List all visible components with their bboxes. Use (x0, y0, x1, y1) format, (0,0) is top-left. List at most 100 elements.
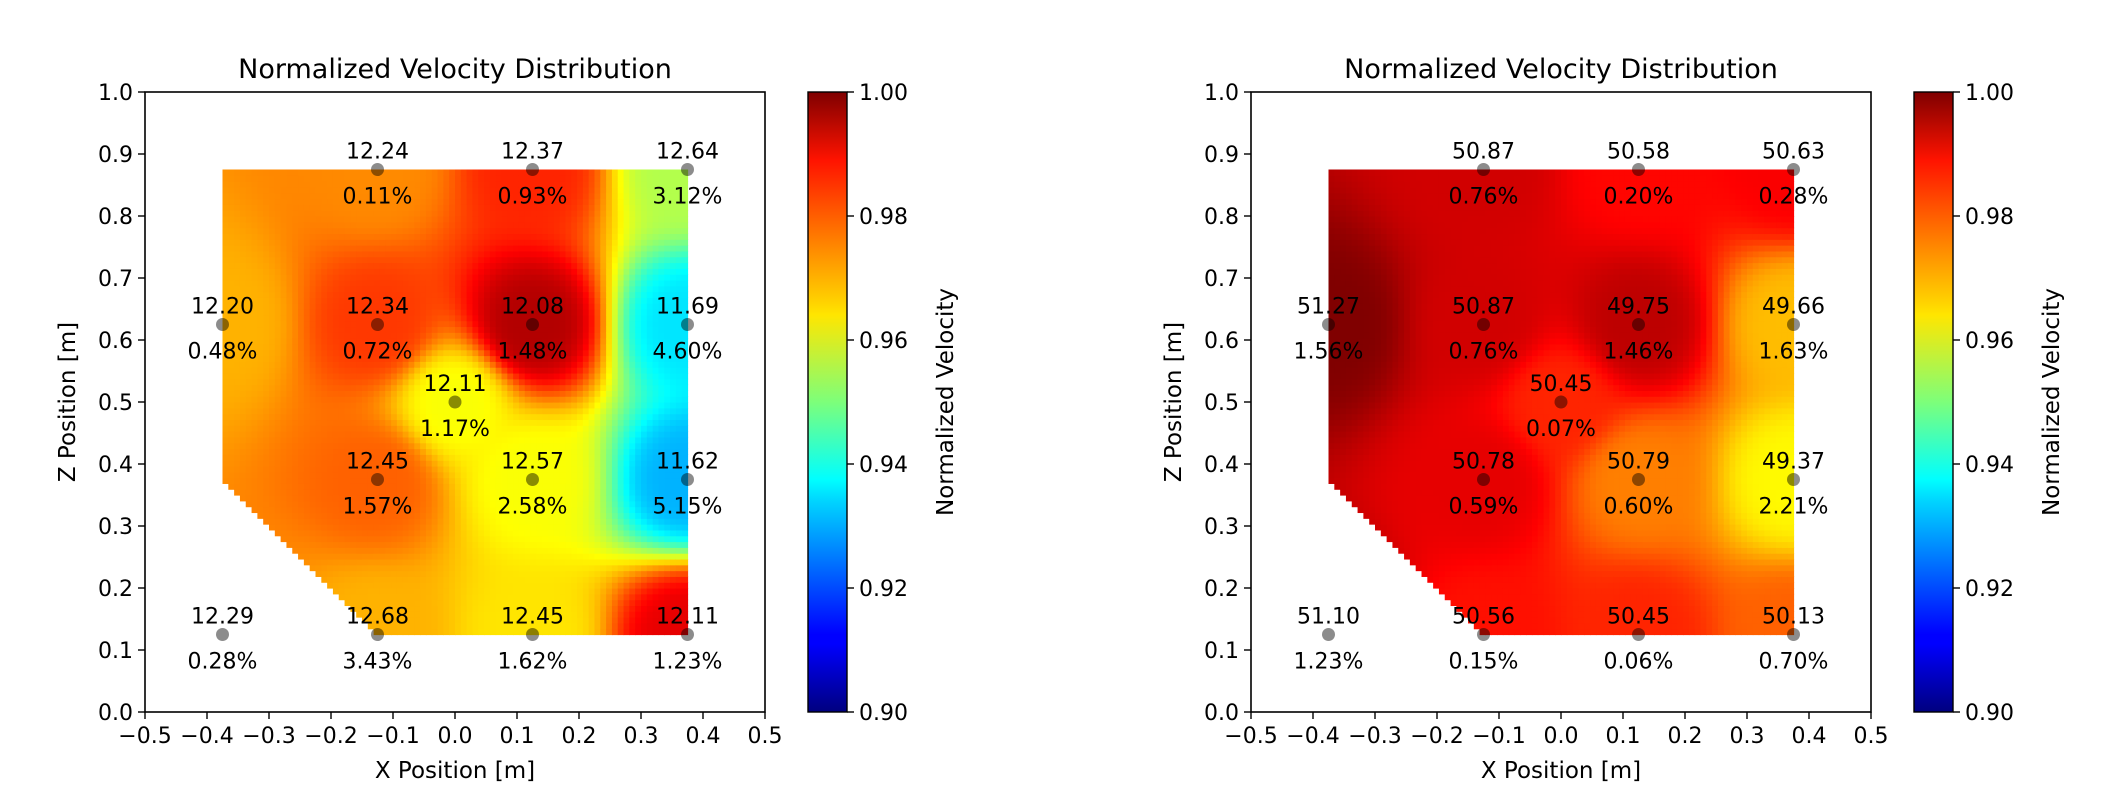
heatmap-cell (501, 570, 508, 577)
heatmap-cell (455, 471, 462, 479)
heatmap-cell (356, 564, 363, 572)
heatmap-cell (513, 384, 520, 391)
heatmap-cell (385, 582, 392, 589)
heatmap-cell (414, 262, 421, 269)
heatmap-cell (309, 239, 317, 246)
heatmap-cell (373, 512, 381, 519)
heatmap-cell (274, 471, 282, 479)
heatmap-cell (391, 181, 398, 188)
heatmap-cell (600, 628, 607, 636)
heatmap-cell (239, 338, 247, 345)
heatmap-cell (239, 239, 247, 246)
heatmap-cell (472, 518, 479, 525)
heatmap-cell (362, 256, 369, 264)
heatmap-cell (466, 396, 474, 403)
heatmap-cell (396, 477, 404, 484)
heatmap-cell (559, 529, 567, 537)
heatmap-cell (507, 396, 514, 403)
heatmap-cell (298, 384, 305, 391)
heatmap-cell (443, 558, 450, 566)
heatmap-cell (577, 628, 584, 636)
heatmap-cell (513, 576, 520, 583)
heatmap-cell (367, 553, 375, 560)
heatmap-cell (495, 524, 503, 531)
heatmap-cell (228, 413, 235, 421)
heatmap-cell (443, 442, 450, 450)
heatmap-cell (594, 605, 601, 612)
heatmap-cell (420, 192, 427, 200)
heatmap-cell (222, 274, 229, 281)
heatmap-cell (577, 576, 584, 583)
heatmap-cell (274, 489, 282, 496)
heatmap-cell (495, 558, 503, 566)
heatmap-cell (362, 198, 369, 205)
heatmap-cell (489, 576, 497, 583)
heatmap-cell (449, 221, 456, 229)
heatmap-cell (385, 198, 392, 205)
heatmap-cell (385, 448, 392, 455)
heatmap-cell (559, 227, 567, 235)
heatmap-cell (553, 326, 561, 333)
heatmap-cell (472, 256, 479, 264)
heatmap-cell (606, 547, 613, 554)
heatmap-cell (495, 588, 503, 595)
heatmap-cell (245, 314, 253, 322)
heatmap-cell (309, 175, 317, 182)
heatmap-cell (402, 500, 410, 508)
heatmap-cell (484, 186, 491, 194)
heatmap-cell (362, 279, 369, 287)
heatmap-cell (524, 227, 532, 235)
heatmap-cell (245, 320, 253, 328)
heatmap-cell (280, 291, 288, 298)
heatmap-cell (600, 239, 607, 246)
heatmap-cell (228, 210, 235, 217)
heatmap-cell (582, 460, 590, 467)
heatmap-cell (484, 593, 491, 601)
heatmap-cell (455, 169, 462, 176)
heatmap-cell (524, 378, 532, 386)
heatmap-cell (379, 210, 386, 217)
heatmap-cell (228, 303, 235, 310)
heatmap-cell (367, 268, 375, 275)
heatmap-cell (565, 454, 572, 461)
heatmap-cell (472, 297, 479, 304)
heatmap-cell (536, 419, 543, 426)
heatmap-cell (565, 390, 572, 397)
heatmap-cell (548, 535, 555, 543)
heatmap-cell (600, 314, 607, 322)
heatmap-cell (466, 268, 474, 275)
heatmap-cell (396, 576, 404, 583)
heatmap-cell (414, 512, 421, 519)
heatmap-cell (379, 407, 386, 415)
heatmap-cell (606, 361, 613, 368)
heatmap-cell (222, 372, 229, 380)
heatmap-cell (286, 436, 293, 444)
heatmap-cell (460, 204, 468, 211)
heatmap-cell (455, 221, 462, 229)
heatmap-cell (274, 314, 282, 322)
heatmap-cell (350, 576, 357, 583)
heatmap-cell (379, 332, 386, 339)
heatmap-cell (286, 425, 293, 432)
heatmap-cell (449, 367, 456, 374)
heatmap-cell (565, 250, 572, 258)
heatmap-cell (239, 460, 247, 467)
heatmap-cell (548, 576, 555, 583)
heatmap-cell (484, 576, 491, 583)
heatmap-cell (466, 564, 474, 572)
heatmap-cell (472, 576, 479, 583)
heatmap-cell (530, 285, 537, 293)
heatmap-cell (425, 402, 433, 409)
heatmap-cell (553, 372, 561, 380)
heatmap-cell (239, 204, 247, 211)
heatmap-cell (228, 442, 235, 450)
heatmap-cell (408, 553, 415, 560)
heatmap-cell (518, 553, 526, 560)
heatmap-cell (338, 384, 346, 391)
heatmap-cell (582, 268, 590, 275)
heatmap-cell (565, 262, 572, 269)
heatmap-cell (338, 343, 346, 351)
heatmap-cell (263, 210, 270, 217)
heatmap-cell (501, 372, 508, 380)
heatmap-cell (280, 349, 288, 357)
